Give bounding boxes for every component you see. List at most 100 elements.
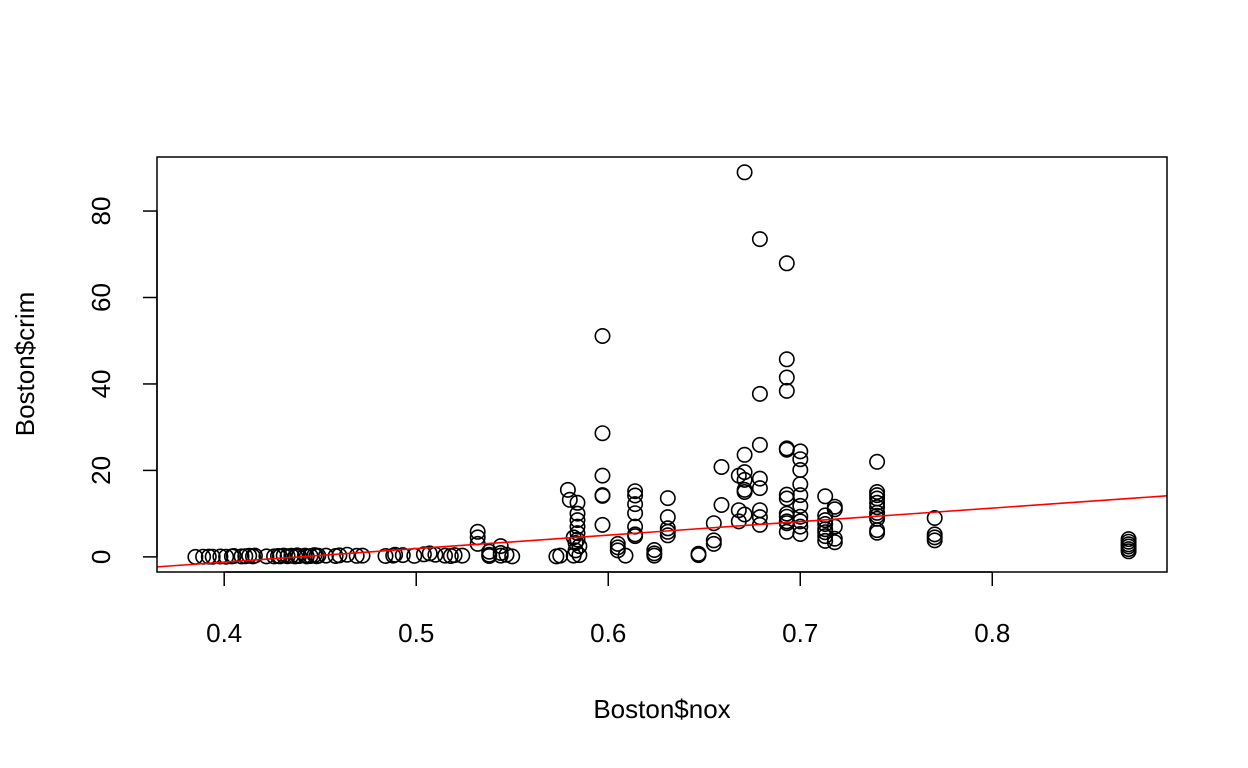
y-tick-label: 0 [86, 550, 116, 564]
data-point [792, 508, 809, 525]
data-point [481, 547, 498, 564]
data-point [778, 369, 795, 386]
data-point [778, 351, 795, 368]
data-point [926, 509, 943, 526]
y-axis-label: Boston$crim [10, 292, 40, 437]
data-point [387, 546, 404, 563]
data-point [690, 547, 707, 564]
plot-frame [156, 156, 1168, 573]
data-point [792, 461, 809, 478]
data-point [826, 530, 843, 547]
data-point [713, 496, 730, 513]
data-point [926, 532, 943, 549]
data-point [817, 488, 834, 505]
y-tick-label: 60 [86, 283, 116, 312]
data-point [792, 518, 809, 535]
data-point [751, 385, 768, 402]
data-point [258, 548, 275, 565]
data-point [394, 547, 411, 564]
data-point [627, 487, 644, 504]
y-tick-label: 80 [86, 197, 116, 226]
x-tick-label: 0.4 [206, 618, 242, 648]
data-point [569, 531, 586, 548]
data-point [492, 538, 509, 555]
data-point [778, 255, 795, 272]
data-point [504, 548, 521, 565]
data-point [348, 547, 365, 564]
data-point [705, 532, 722, 549]
x-axis: 0.4 0.5 0.6 0.7 0.8 [206, 571, 1010, 648]
data-point [569, 505, 586, 522]
data-point [778, 523, 795, 540]
data-point [1120, 543, 1137, 560]
x-tick-label: 0.5 [398, 618, 434, 648]
data-point [659, 520, 676, 537]
data-point [492, 547, 509, 564]
data-point [559, 481, 576, 498]
data-point [751, 480, 768, 497]
x-axis-label: Boston$nox [593, 694, 730, 724]
data-point [869, 453, 886, 470]
data-point [792, 476, 809, 493]
data-point [617, 547, 634, 564]
data-point [736, 446, 753, 463]
data-point [627, 483, 644, 500]
data-point [705, 515, 722, 532]
data-point [377, 547, 394, 564]
data-point [778, 441, 795, 458]
data-point [561, 491, 578, 508]
y-axis: 0 20 40 60 80 [86, 197, 158, 564]
data-point [869, 499, 886, 516]
data-point [212, 548, 229, 565]
data-point [609, 535, 626, 552]
data-point [792, 443, 809, 460]
data-point [446, 547, 463, 564]
data-point [627, 528, 644, 545]
y-tick-label: 40 [86, 369, 116, 398]
y-tick-label: 20 [86, 456, 116, 485]
data-point [421, 545, 438, 562]
data-point [569, 525, 586, 542]
data-point [778, 490, 795, 507]
data-point [594, 327, 611, 344]
data-point [454, 547, 471, 564]
data-point [751, 436, 768, 453]
data-point [659, 490, 676, 507]
data-point [225, 547, 242, 564]
x-tick-label: 0.7 [782, 618, 818, 648]
data-point [594, 487, 611, 504]
data-point [469, 523, 486, 540]
data-point [869, 494, 886, 511]
data-point [926, 529, 943, 546]
data-point [736, 464, 753, 481]
regression-line-layer [157, 495, 1167, 568]
data-point [736, 483, 753, 500]
data-point [415, 546, 432, 563]
data-point [571, 547, 588, 564]
data-point [594, 516, 611, 533]
data-point [552, 547, 569, 564]
data-point [609, 539, 626, 556]
data-point [751, 470, 768, 487]
data-point [690, 545, 707, 562]
data-point [792, 451, 809, 468]
data-point [869, 524, 886, 541]
data-point [826, 534, 843, 551]
data-point [792, 497, 809, 514]
x-tick-label: 0.8 [974, 618, 1010, 648]
data-point [778, 382, 795, 399]
data-point [817, 532, 834, 549]
data-point [571, 538, 588, 555]
data-point [627, 505, 644, 522]
data-point [569, 512, 586, 529]
data-point [826, 501, 843, 518]
data-point [627, 496, 644, 513]
data-point [736, 164, 753, 181]
data-point [246, 547, 263, 564]
data-point [569, 494, 586, 511]
data-points [187, 164, 1137, 565]
data-point [736, 471, 753, 488]
data-point [594, 467, 611, 484]
data-point [436, 547, 453, 564]
